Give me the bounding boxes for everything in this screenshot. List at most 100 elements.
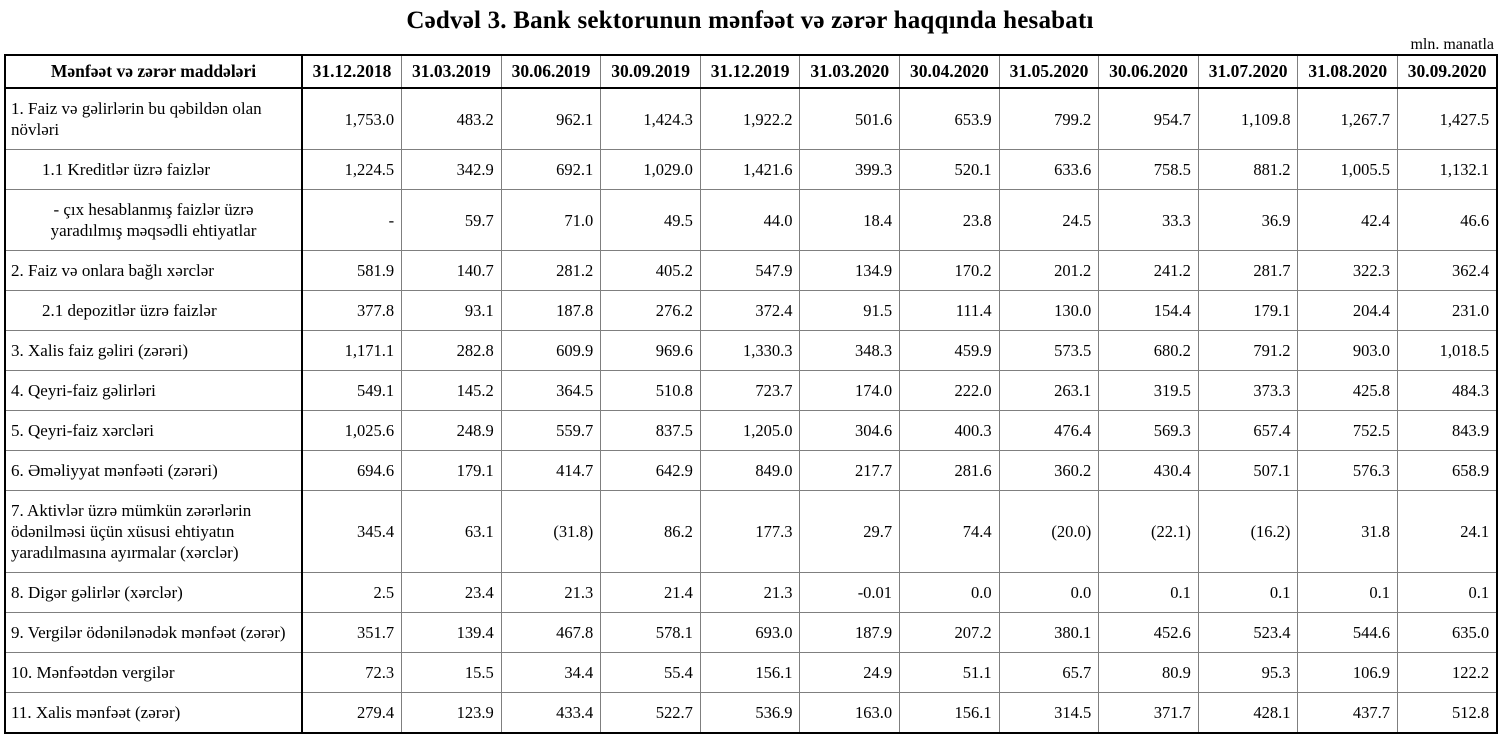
row-label: 1. Faiz və gəlirlərin bu qəbildən olan n…	[4, 87, 303, 150]
cell-value: 91.5	[799, 290, 901, 331]
cell-value: 693.0	[699, 612, 801, 653]
cell-value: 51.1	[899, 652, 1000, 693]
cell-value: 18.4	[799, 189, 901, 251]
cell-value: 1,424.3	[600, 87, 701, 150]
cell-value: 484.3	[1397, 370, 1498, 411]
cell-value: 201.2	[998, 250, 1100, 291]
table-row: 5. Qeyri-faiz xərcləri 1,025.6 248.9 559.7 8…	[4, 410, 1498, 451]
cell-value: 903.0	[1297, 330, 1399, 371]
table-row: 2. Faiz və onlara bağlı xərclər 581.9 140.…	[4, 250, 1498, 291]
cell-value: 217.7	[799, 450, 901, 491]
cell-value: 281.7	[1197, 250, 1299, 291]
cell-value: 134.9	[799, 250, 901, 291]
cell-value: 752.5	[1297, 410, 1399, 451]
cell-value: 281.6	[899, 450, 1000, 491]
cell-value: 222.0	[899, 370, 1000, 411]
cell-value: 0.1	[1098, 572, 1199, 613]
cell-value: 522.7	[600, 692, 701, 734]
cell-value: 179.1	[1197, 290, 1299, 331]
cell-value: 55.4	[600, 652, 701, 693]
cell-value: 520.1	[899, 149, 1000, 190]
cell-value: 694.6	[301, 450, 403, 491]
cell-value: 42.4	[1297, 189, 1399, 251]
cell-value: 0.0	[998, 572, 1100, 613]
cell-value: 1,171.1	[301, 330, 403, 371]
cell-value: 111.4	[899, 290, 1000, 331]
cell-value: 154.4	[1098, 290, 1199, 331]
row-label: 2.1 depozitlər üzrə faizlər	[4, 290, 303, 331]
cell-value: 177.3	[699, 490, 801, 573]
cell-value: 371.7	[1098, 692, 1199, 734]
cell-value: 364.5	[500, 370, 602, 411]
cell-value: 21.4	[600, 572, 701, 613]
unit-note: mln. manatla	[1410, 36, 1494, 53]
cell-value: 72.3	[301, 652, 403, 693]
cell-value: 174.0	[799, 370, 901, 411]
row-label: 8. Digər gəlirlər (xərclər)	[4, 572, 303, 613]
cell-value: 130.0	[998, 290, 1100, 331]
cell-value: 24.9	[799, 652, 901, 693]
cell-value: 139.4	[401, 612, 502, 653]
cell-value: 1,018.5	[1397, 330, 1498, 371]
cell-value: 476.4	[998, 410, 1100, 451]
cell-value: 437.7	[1297, 692, 1399, 734]
column-header-date: 31.07.2020	[1197, 54, 1299, 89]
cell-value: 106.9	[1297, 652, 1399, 693]
cell-value: 95.3	[1197, 652, 1299, 693]
cell-value: 74.4	[899, 490, 1000, 573]
cell-value: 21.3	[500, 572, 602, 613]
cell-value: 425.8	[1297, 370, 1399, 411]
cell-value: 372.4	[699, 290, 801, 331]
cell-value: 21.3	[699, 572, 801, 613]
cell-value: 549.1	[301, 370, 403, 411]
cell-value: 23.4	[401, 572, 502, 613]
column-header-date: 31.03.2019	[401, 54, 502, 89]
cell-value: 34.4	[500, 652, 602, 693]
cell-value: 962.1	[500, 87, 602, 150]
cell-value: 400.3	[899, 410, 1000, 451]
cell-value: -	[301, 189, 403, 251]
cell-value: 93.1	[401, 290, 502, 331]
cell-value: 163.0	[799, 692, 901, 734]
cell-value: 1,132.1	[1397, 149, 1498, 190]
cell-value: 954.7	[1098, 87, 1199, 150]
cell-value: 345.4	[301, 490, 403, 573]
cell-value: 1,109.8	[1197, 87, 1299, 150]
cell-value: 276.2	[600, 290, 701, 331]
cell-value: 692.1	[500, 149, 602, 190]
cell-value: 1,029.0	[600, 149, 701, 190]
cell-value: 24.1	[1397, 490, 1498, 573]
cell-value: 680.2	[1098, 330, 1199, 371]
cell-value: 248.9	[401, 410, 502, 451]
row-label: 3. Xalis faiz gəliri (zərəri)	[4, 330, 303, 371]
column-header-date: 30.09.2019	[600, 54, 701, 89]
cell-value: 281.2	[500, 250, 602, 291]
cell-value: 881.2	[1197, 149, 1299, 190]
cell-value: 156.1	[699, 652, 801, 693]
column-header-date: 31.08.2020	[1297, 54, 1399, 89]
cell-value: 581.9	[301, 250, 403, 291]
cell-value: 36.9	[1197, 189, 1299, 251]
cell-value: 263.1	[998, 370, 1100, 411]
cell-value: 1,267.7	[1297, 87, 1399, 150]
row-label: 5. Qeyri-faiz xərcləri	[4, 410, 303, 451]
cell-value: 791.2	[1197, 330, 1299, 371]
cell-value: 430.4	[1098, 450, 1199, 491]
column-header-date: 31.03.2020	[799, 54, 901, 89]
table-row: 2.1 depozitlər üzrə faizlər 377.8 93.1 187.…	[4, 290, 1498, 331]
cell-value: 799.2	[998, 87, 1100, 150]
cell-value: 44.0	[699, 189, 801, 251]
column-header-date: 31.12.2018	[301, 54, 403, 89]
cell-value: 1,224.5	[301, 149, 403, 190]
cell-value: 23.8	[899, 189, 1000, 251]
column-header-date: 30.06.2020	[1098, 54, 1199, 89]
cell-value: (20.0)	[998, 490, 1100, 573]
cell-value: 501.6	[799, 87, 901, 150]
column-header-date: 30.06.2019	[500, 54, 602, 89]
cell-value: 657.4	[1197, 410, 1299, 451]
cell-value: 635.0	[1397, 612, 1498, 653]
column-header-date: 30.04.2020	[899, 54, 1000, 89]
table-header: Mənfəət və zərər maddələri 31.12.2018 31.…	[4, 54, 1498, 89]
cell-value: 642.9	[600, 450, 701, 491]
